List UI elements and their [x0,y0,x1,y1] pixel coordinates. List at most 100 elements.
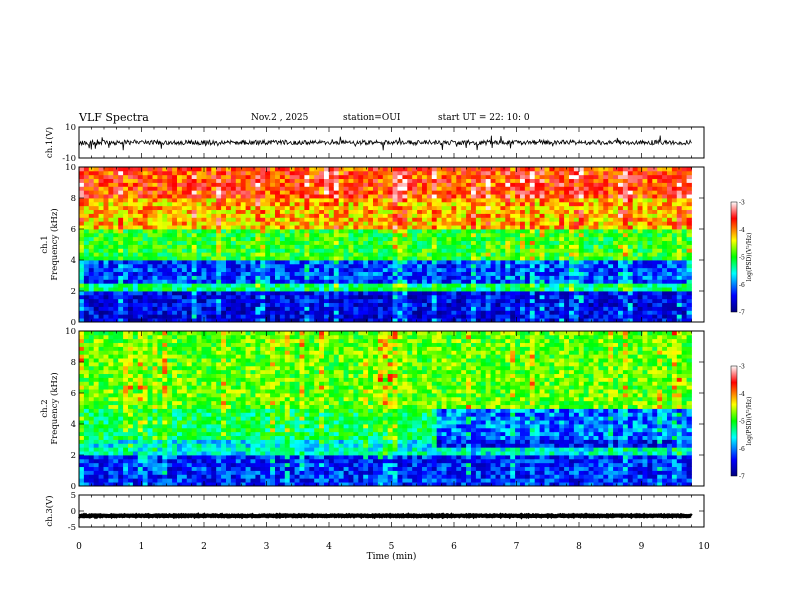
heatmap-cell [147,170,153,176]
heatmap-cell [554,194,560,199]
heatmap-cell [573,283,580,288]
heatmap-cell [250,298,256,304]
heatmap-cell [265,236,271,242]
heatmap-cell [466,221,472,226]
heatmap-cell [328,256,335,261]
heatmap-cell [657,217,663,222]
heatmap-cell [618,310,624,315]
heatmap-cell [387,225,393,230]
heatmap-cell [142,306,148,311]
heatmap-cell [583,314,589,319]
heatmap-cell [88,287,95,292]
heatmap-cell [152,213,158,218]
heatmap-cell [397,287,403,292]
heatmap-cell [338,205,344,211]
heatmap-cell [230,271,237,276]
heatmap-cell [652,275,658,280]
heatmap-cell [137,240,144,245]
heatmap-cell [593,198,599,203]
heatmap-cell [123,178,129,183]
heatmap-cell [83,252,90,257]
heatmap-cell [569,256,575,261]
heatmap-cell [377,287,384,292]
heatmap-cell [128,167,134,172]
heatmap-cell [235,287,242,292]
heatmap-cell [211,275,217,280]
heatmap-cell [167,174,173,180]
heatmap-cell [333,302,340,307]
heatmap-cell [676,229,683,234]
heatmap-cell [191,256,197,261]
heatmap-cell [564,260,570,265]
heatmap-cell [392,209,398,214]
heatmap-cell [152,209,158,214]
heatmap-cell [475,287,482,292]
heatmap-cell [270,182,276,187]
heatmap-cell [622,186,629,191]
heatmap-cell [299,287,305,292]
heatmap-cell [603,248,609,253]
heatmap-cell [573,240,580,245]
heatmap-cell [328,236,335,242]
heatmap-cell [471,306,477,311]
heatmap-cell [226,314,232,319]
heatmap-cell [201,310,207,315]
heatmap-cell [113,244,119,249]
heatmap-cell [451,256,457,261]
heatmap-cell [201,267,207,273]
heatmap-cell [676,190,683,195]
heatmap-cell [240,167,246,172]
heatmap-cell [294,287,300,292]
heatmap-cell [314,174,320,180]
heatmap-cell [353,194,359,199]
heatmap-cell [475,170,482,176]
heatmap-cell [206,248,212,253]
heatmap-cell [128,194,134,199]
heatmap-cell [289,310,295,315]
heatmap-cell [235,240,242,245]
heatmap-cell [417,190,423,195]
heatmap-cell [358,186,364,191]
heatmap-cell [319,205,325,211]
heatmap-cell [466,291,472,296]
heatmap-cell [319,221,325,226]
heatmap-cell [549,302,555,307]
heatmap-cell [128,170,134,176]
heatmap-cell [632,275,638,280]
heatmap-cell [230,221,237,226]
heatmap-cell [289,314,295,319]
heatmap-cell [98,256,104,261]
heatmap-cell [240,298,246,304]
heatmap-cell [412,271,418,276]
heatmap-cell [637,209,643,214]
heatmap-cell [412,201,418,207]
heatmap-cell [299,186,305,191]
heatmap-cell [363,201,369,207]
heatmap-cell [657,174,663,180]
heatmap-cell [279,205,286,211]
heatmap-cell [583,306,589,311]
heatmap-cell [98,314,104,319]
heatmap-cell [397,229,403,234]
heatmap-cell [578,186,585,191]
heatmap-cell [152,318,158,323]
heatmap-cell [441,283,447,288]
heatmap-cell [471,186,477,191]
heatmap-cell [422,275,428,280]
heatmap-cell [319,232,325,238]
heatmap-cell [632,240,638,245]
heatmap-cell [353,279,359,284]
heatmap-cell [569,271,575,276]
heatmap-cell [598,298,604,304]
heatmap-cell [382,267,389,273]
heatmap-cell [235,194,242,199]
heatmap-cell [613,186,619,191]
heatmap-cell [456,194,462,199]
heatmap-cell [162,248,168,253]
heatmap-cell [373,217,379,222]
heatmap-cell [402,170,408,176]
heatmap-cell [324,310,330,315]
heatmap-cell [539,201,545,207]
heatmap-cell [137,271,144,276]
heatmap-cell [426,178,433,183]
